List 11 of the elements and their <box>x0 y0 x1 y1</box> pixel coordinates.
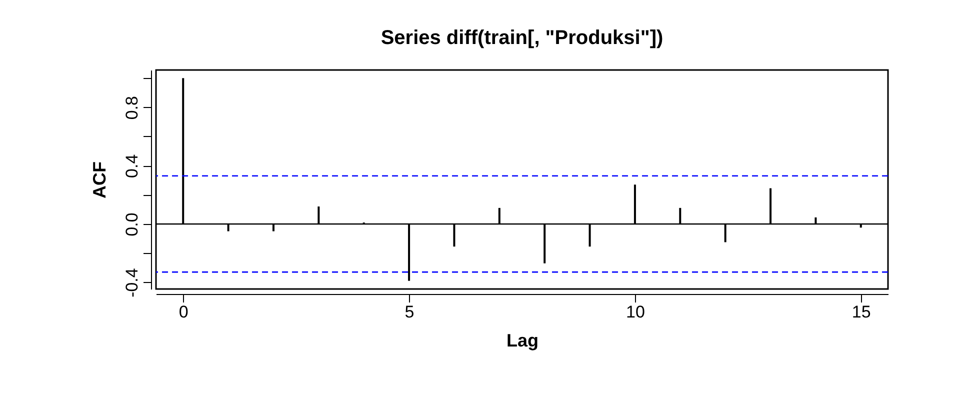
x-tick-label: 5 <box>404 302 414 322</box>
y-tick-label: -0.4 <box>122 268 142 298</box>
y-tick-label: 0.8 <box>122 96 142 120</box>
chart-title: Series diff(train[, "Produksi"]) <box>380 27 664 49</box>
x-tick-label: 15 <box>852 302 871 322</box>
x-tick-label: 10 <box>626 302 645 322</box>
y-axis-title: ACF <box>90 162 110 198</box>
y-tick-label: 0.0 <box>122 212 142 236</box>
x-tick-label: 0 <box>178 302 188 322</box>
y-tick-label: 0.4 <box>122 154 142 178</box>
x-axis-title: Lag <box>506 330 539 350</box>
